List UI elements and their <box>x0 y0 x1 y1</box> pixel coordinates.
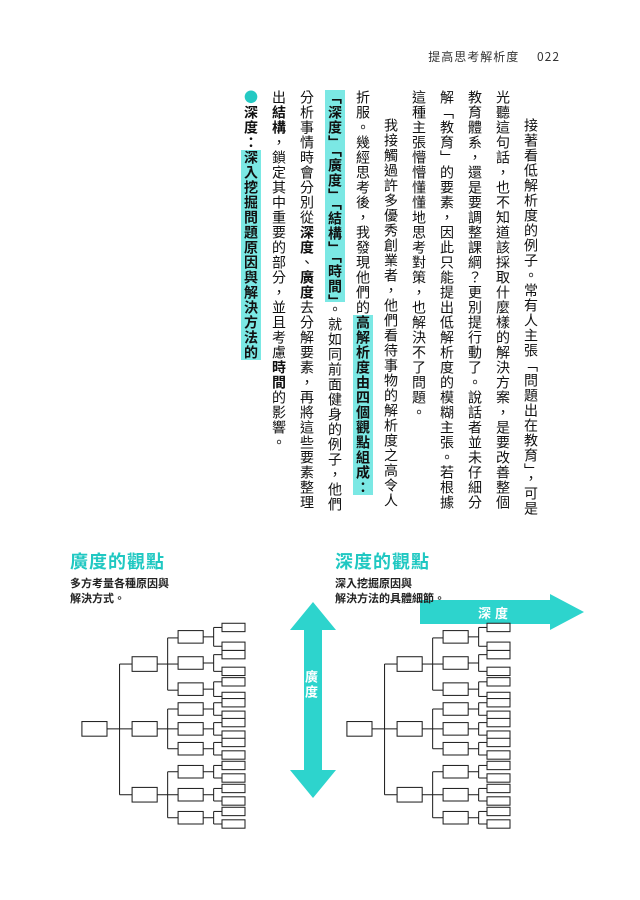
paragraph-2: 我接觸過許多優秀創業者，他們看待事物的解析度之高令人折服。幾經思考後，我發現他們… <box>265 90 405 520</box>
depth-column: 深度的觀點 深入挖掘原因與 解決方法的具體細節。 <box>335 548 570 847</box>
depth-tree <box>335 617 570 847</box>
paragraph-1: 接著看低解析度的例子。常有人主張「問題出在教育」，可是光聽這句話，也不知道該採取… <box>405 90 545 520</box>
breadth-title: 廣度的觀點 <box>70 548 305 574</box>
depth-subtitle: 深入挖掘原因與 解決方法的具體細節。 <box>335 576 570 607</box>
breadth-tree <box>70 617 305 847</box>
bullet-highlight: 深入挖掘問題原因與解決方法的 <box>241 150 261 360</box>
chapter-title: 提高思考解析度 <box>428 48 519 65</box>
body-vertical-text: 接著看低解析度的例子。常有人主張「問題出在教育」，可是光聽這句話，也不知道該採取… <box>85 90 545 520</box>
page-header: 提高思考解析度 022 <box>428 48 560 65</box>
diagram-row: 廣度的觀點 多方考量各種原因與 解決方式。 <box>70 548 570 847</box>
breadth-column: 廣度的觀點 多方考量各種原因與 解決方式。 <box>70 548 305 847</box>
bullet-dot-icon: ● <box>241 90 261 105</box>
depth-tree-svg <box>335 617 570 847</box>
bullet-depth: ●深度：深入挖掘問題原因與解決方法的 <box>237 90 265 520</box>
depth-title: 深度的觀點 <box>335 548 570 574</box>
breadth-subtitle: 多方考量各種原因與 解決方式。 <box>70 576 305 607</box>
page-number: 022 <box>537 48 560 65</box>
breadth-tree-svg <box>70 617 305 847</box>
